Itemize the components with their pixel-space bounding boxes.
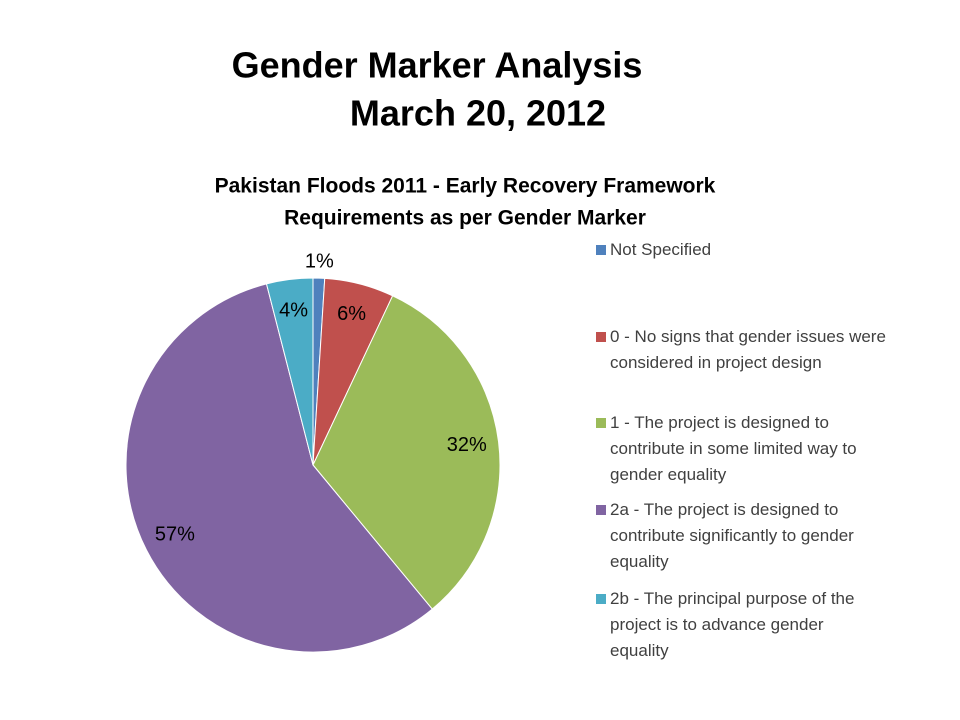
data-label: 4% [279, 300, 308, 322]
legend-entry: Not Specified [596, 237, 886, 263]
legend-label: 0 - No signs that gender issues were con… [610, 327, 886, 372]
data-label: 57% [155, 524, 195, 546]
legend-entry: 2a - The project is designed to contribu… [596, 497, 886, 575]
legend-label: 2b - The principal purpose of the projec… [610, 589, 855, 660]
slide-title: March 20, 2012 [350, 93, 606, 134]
legend-swatch [596, 332, 606, 342]
legend-label: 1 - The project is designed to contribut… [610, 413, 857, 484]
legend-swatch [596, 418, 606, 428]
legend-label: Not Specified [610, 240, 712, 259]
chart-title: Pakistan Floods 2011 - Early Recovery Fr… [215, 175, 716, 198]
pie-slice [265, 277, 314, 466]
legend-swatch [596, 505, 606, 515]
data-label: 1% [305, 250, 334, 272]
pie-slice [125, 283, 433, 653]
pie-slice [312, 295, 501, 610]
legend-swatch [596, 245, 606, 255]
legend-entry: 1 - The project is designed to contribut… [596, 410, 886, 488]
legend-entry: 0 - No signs that gender issues were con… [596, 324, 886, 376]
slide-title: Gender Marker Analysis [232, 45, 643, 86]
legend-label: 2a - The project is designed to contribu… [610, 500, 854, 571]
legend-entry: 2b - The principal purpose of the projec… [596, 586, 886, 664]
data-label: 32% [447, 434, 487, 456]
legend-swatch [596, 594, 606, 604]
chart-title: Requirements as per Gender Marker [284, 207, 646, 230]
data-label: 6% [337, 303, 366, 325]
